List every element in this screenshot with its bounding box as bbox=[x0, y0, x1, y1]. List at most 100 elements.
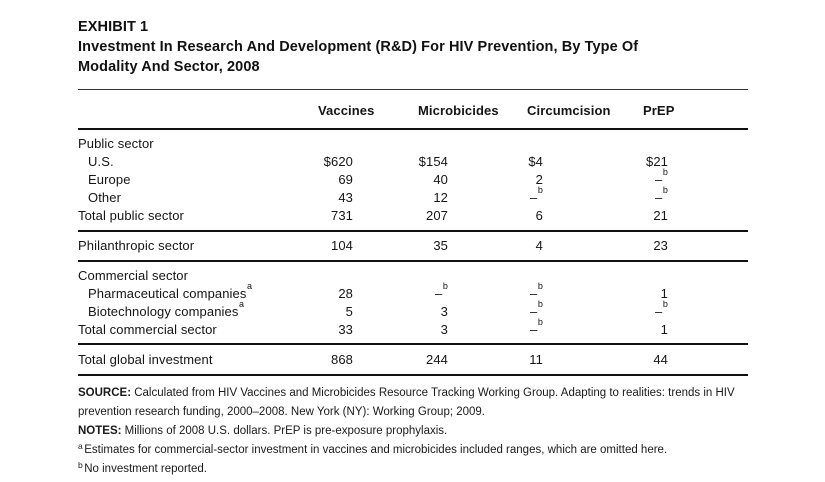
table-section: Philanthropic sector 104 35 4 23 bbox=[78, 232, 748, 262]
value-cell: $620 bbox=[323, 154, 353, 169]
table-row: Commercial sector bbox=[78, 267, 748, 285]
value-cell: 11 bbox=[529, 352, 543, 367]
footnote-marker: b bbox=[662, 166, 668, 177]
footnote-marker: b bbox=[662, 298, 668, 309]
exhibit-label: EXHIBIT 1 bbox=[78, 19, 149, 35]
table-body: Public sector U.S. $620 $154 $4 $21 Europe 69 40… bbox=[78, 130, 748, 376]
value-cell bbox=[527, 135, 643, 153]
row-label: Commercial sector bbox=[78, 268, 189, 283]
value-cell: 2 bbox=[535, 172, 543, 187]
value-cell: 1 bbox=[660, 322, 668, 337]
footnote-marker: a bbox=[238, 298, 245, 309]
value-cell: 35 bbox=[433, 238, 448, 253]
table-row: Pharmaceutical companiesa 28 –b –b 1 bbox=[78, 280, 748, 303]
row-label: Pharmaceutical companiesa bbox=[88, 280, 253, 301]
exhibit-title-line-1: Investment In Research And Development (… bbox=[78, 39, 639, 55]
footnote-marker: b bbox=[78, 460, 83, 470]
footnote-marker: b bbox=[537, 298, 543, 309]
footnote-marker: a bbox=[246, 280, 253, 291]
column-header-prep: PrEP bbox=[643, 103, 675, 118]
footnotes: a Estimates for commercial-sector investm… bbox=[78, 441, 748, 479]
title-divider bbox=[78, 89, 748, 90]
value-cell: 868 bbox=[331, 352, 353, 367]
table-row: U.S. $620 $154 $4 $21 bbox=[78, 153, 748, 171]
footnote: a Estimates for commercial-sector investm… bbox=[78, 441, 748, 460]
value-cell bbox=[418, 135, 527, 153]
notes-text: Millions of 2008 U.S. dollars. PrEP is p… bbox=[124, 425, 448, 437]
value-cell: 43 bbox=[338, 190, 353, 205]
footnote-marker: b bbox=[537, 184, 543, 195]
exhibit-title: Investment In Research And Development (… bbox=[78, 37, 748, 77]
row-label: Total global investment bbox=[78, 352, 213, 367]
exhibit-title-line-2: Modality And Sector, 2008 bbox=[78, 59, 260, 75]
value-cell bbox=[643, 135, 748, 153]
value-cell: 69 bbox=[338, 172, 353, 187]
row-label: Philanthropic sector bbox=[78, 238, 195, 253]
value-cell: 244 bbox=[426, 352, 448, 367]
table-row: Biotechnology companiesa 5 3 –b –b bbox=[78, 298, 748, 321]
value-cell: 6 bbox=[535, 208, 543, 223]
exhibit-container: EXHIBIT 1 Investment In Research And Dev… bbox=[78, 17, 748, 479]
row-label: U.S. bbox=[88, 154, 114, 169]
value-cell: 5 bbox=[345, 304, 353, 319]
value-cell: 28 bbox=[338, 286, 353, 301]
value-cell: 23 bbox=[653, 238, 668, 253]
value-cell: –b bbox=[655, 166, 668, 187]
table-footer: SOURCE: Calculated from HIV Vaccines and… bbox=[78, 376, 748, 479]
value-cell: $154 bbox=[418, 154, 448, 169]
value-cell: 21 bbox=[653, 208, 668, 223]
row-label: Public sector bbox=[78, 136, 154, 151]
value-cell: –b bbox=[530, 316, 543, 337]
source-text: Calculated from HIV Vaccines and Microbi… bbox=[78, 387, 735, 418]
table-row: Europe 69 40 2 –b bbox=[78, 166, 748, 189]
value-cell: –b bbox=[435, 280, 448, 301]
footnote-marker: a bbox=[78, 441, 83, 451]
value-cell: $4 bbox=[528, 154, 543, 169]
value-cell: 731 bbox=[331, 208, 353, 223]
value-cell: –b bbox=[530, 280, 543, 301]
notes-label: NOTES: bbox=[78, 425, 122, 437]
value-cell: 3 bbox=[440, 322, 448, 337]
column-header-circumcision: Circumcision bbox=[527, 103, 611, 118]
footnote-text: No investment reported. bbox=[84, 463, 207, 475]
row-label: Europe bbox=[88, 172, 131, 187]
column-header-vaccines: Vaccines bbox=[318, 103, 375, 118]
value-cell: 1 bbox=[660, 286, 668, 301]
table-header-row: Vaccines Microbicides Circumcision PrEP bbox=[78, 90, 748, 130]
footnote-marker: b bbox=[662, 184, 668, 195]
header-spacer bbox=[78, 102, 318, 120]
table-row: Other 43 12 –b –b bbox=[78, 184, 748, 207]
value-cell: –b bbox=[530, 298, 543, 319]
value-cell: 33 bbox=[338, 322, 353, 337]
table-section: Total global investment 868 244 11 44 bbox=[78, 345, 748, 376]
table-row: Total commercial sector 33 3 –b 1 bbox=[78, 316, 748, 339]
row-label: Total commercial sector bbox=[78, 322, 217, 337]
value-cell: 40 bbox=[433, 172, 448, 187]
table-row: Philanthropic sector 104 35 4 23 bbox=[78, 237, 748, 255]
value-cell: –b bbox=[655, 184, 668, 205]
table-row: Total public sector 731 207 6 21 bbox=[78, 207, 748, 225]
row-label: Other bbox=[88, 190, 122, 205]
value-cell bbox=[318, 135, 418, 153]
value-cell: 104 bbox=[331, 238, 353, 253]
value-cell: $21 bbox=[646, 154, 668, 169]
row-label: Total public sector bbox=[78, 208, 184, 223]
footnote-marker: b bbox=[442, 280, 448, 291]
footnote-marker: b bbox=[537, 280, 543, 291]
value-cell bbox=[643, 267, 748, 285]
footnote-marker: b bbox=[537, 316, 543, 327]
value-cell: –b bbox=[530, 184, 543, 205]
footnote-text: Estimates for commercial-sector investme… bbox=[84, 444, 668, 456]
value-cell: 44 bbox=[653, 352, 668, 367]
table-section: Public sector U.S. $620 $154 $4 $21 Europe 69 40… bbox=[78, 130, 748, 232]
row-label: Biotechnology companiesa bbox=[88, 298, 245, 319]
table-row: Public sector bbox=[78, 135, 748, 153]
table-section: Commercial sector Pharmaceutical companie… bbox=[78, 262, 748, 345]
value-cell: 4 bbox=[535, 238, 543, 253]
value-cell: –b bbox=[655, 298, 668, 319]
value-cell bbox=[527, 267, 643, 285]
table-row: Total global investment 868 244 11 44 bbox=[78, 351, 748, 369]
value-cell bbox=[418, 267, 527, 285]
source-note: SOURCE: Calculated from HIV Vaccines and… bbox=[78, 384, 748, 422]
